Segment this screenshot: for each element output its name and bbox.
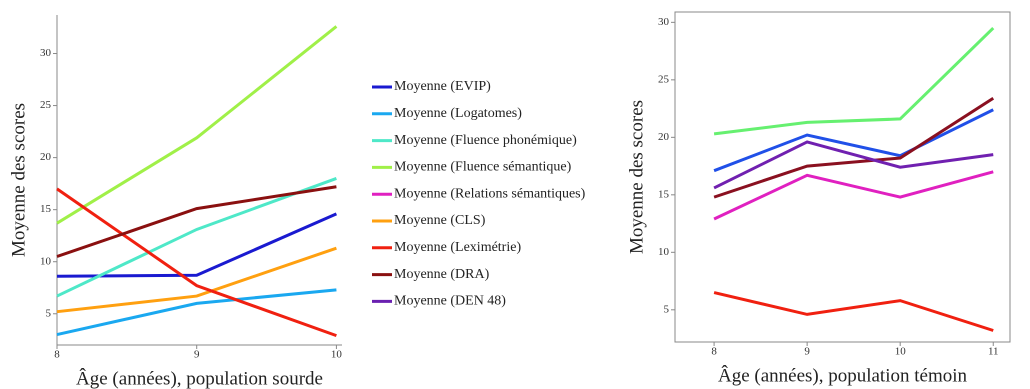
y-tick-label: 20	[40, 151, 52, 163]
series-line	[713, 96, 995, 199]
y-tick-label: 15	[658, 188, 670, 200]
series-line	[56, 25, 338, 225]
y-tick-label: 30	[658, 16, 670, 28]
x-tick-label: 9	[194, 349, 200, 361]
legend-label: Moyenne (Relations sémantiques)	[394, 186, 586, 201]
y-tick-label: 10	[40, 255, 52, 267]
x-tick-label: 10	[331, 349, 343, 361]
series-line	[56, 187, 337, 338]
legend-label: Moyenne (Logatomes)	[394, 106, 522, 121]
y-axis-title: Moyenne des scores	[626, 100, 647, 254]
y-tick-label: 5	[664, 303, 670, 315]
series-line	[713, 108, 994, 173]
x-tick-label: 10	[895, 346, 907, 358]
series-line	[713, 140, 994, 190]
y-tick-label: 10	[658, 246, 670, 258]
series-line	[713, 291, 994, 332]
y-tick-label: 5	[46, 307, 52, 319]
x-tick-label: 11	[988, 346, 999, 358]
legend-label: Moyenne (Leximétrie)	[394, 240, 521, 255]
y-tick-label: 25	[40, 99, 52, 111]
plot-frame	[674, 11, 1011, 343]
legend-label: Moyenne (CLS)	[394, 213, 486, 228]
series-line	[713, 27, 995, 136]
x-tick-label: 8	[711, 346, 717, 358]
legend-label: Moyenne (Fluence sémantique)	[394, 160, 572, 175]
series-line	[56, 212, 338, 278]
x-axis-title: Âge (années), population témoin	[718, 364, 968, 386]
legend-label: Moyenne (EVIP)	[394, 79, 491, 94]
legend-label: Moyenne (DEN 48)	[394, 294, 506, 309]
legend-label: Moyenne (Fluence phonémique)	[394, 133, 577, 148]
y-axis-title: Moyenne des scores	[8, 103, 29, 257]
series-line	[56, 288, 337, 337]
x-tick-label: 8	[54, 349, 60, 361]
series-line	[713, 170, 994, 221]
x-tick-label: 9	[804, 346, 810, 358]
y-tick-label: 20	[658, 131, 670, 143]
x-axis-title: Âge (années), population sourde	[76, 367, 323, 389]
y-tick-label: 30	[40, 47, 52, 59]
y-tick-label: 15	[40, 203, 52, 215]
series-line	[56, 246, 337, 314]
series-line	[56, 185, 337, 258]
y-tick-label: 25	[658, 73, 670, 85]
legend-label: Moyenne (DRA)	[394, 267, 490, 282]
